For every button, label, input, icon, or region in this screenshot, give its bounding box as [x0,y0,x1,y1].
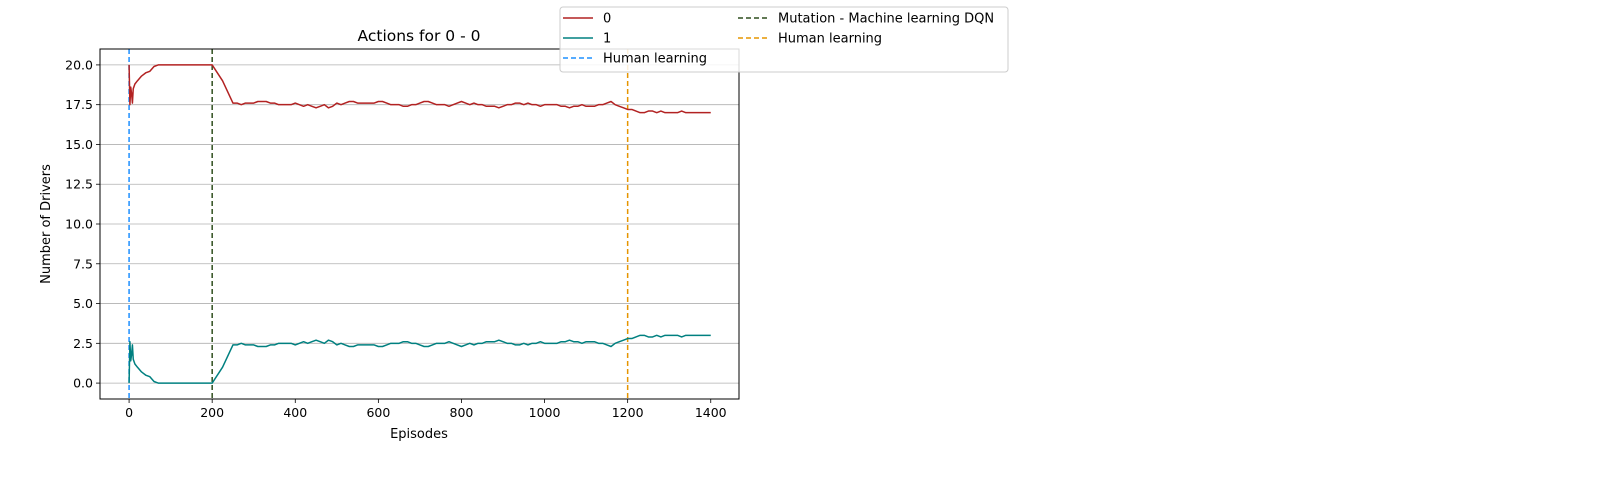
x-axis-label: Episodes [390,427,448,442]
x-tick-label: 600 [366,405,390,420]
y-axis-ticks: 0.0 2.5 5.0 7.5 10.0 12.5 15.0 17.5 20.0 [65,57,100,391]
x-tick-label: 1000 [529,405,561,420]
y-tick-label: 17.5 [65,97,93,112]
x-tick-label: 400 [283,405,307,420]
y-tick-label: 0.0 [73,376,93,391]
legend-label: Mutation - Machine learning DQN [778,12,994,27]
chart-title: Actions for 0 - 0 [358,27,481,45]
x-tick-label: 1400 [695,405,727,420]
legend-label: Human learning [778,32,882,47]
x-tick-label: 200 [200,405,224,420]
legend-label: 0 [603,12,611,27]
y-tick-label: 12.5 [65,177,93,192]
y-tick-label: 7.5 [73,256,93,271]
series-line [128,334,711,384]
y-tick-label: 10.0 [65,217,93,232]
x-axis-ticks: 0 200 400 600 800 1000 1200 1400 [125,399,727,420]
y-tick-label: 2.5 [73,336,93,351]
legend: 0 1 Human learning Mutation - Machine learn… [559,6,1009,73]
series-line [128,64,711,114]
x-tick-label: 0 [125,405,133,420]
legend-label: Human learning [603,52,707,67]
vertical-markers [128,49,629,399]
gridlines [100,64,739,384]
legend-label: 1 [603,32,611,47]
legend-frame [559,6,1009,73]
y-axis-label: Number of Drivers [39,164,54,284]
x-tick-label: 800 [450,405,474,420]
y-tick-label: 5.0 [73,296,93,311]
y-tick-label: 20.0 [65,57,93,72]
series-lines [128,64,711,384]
x-tick-label: 1200 [612,405,644,420]
y-tick-label: 15.0 [65,137,93,152]
